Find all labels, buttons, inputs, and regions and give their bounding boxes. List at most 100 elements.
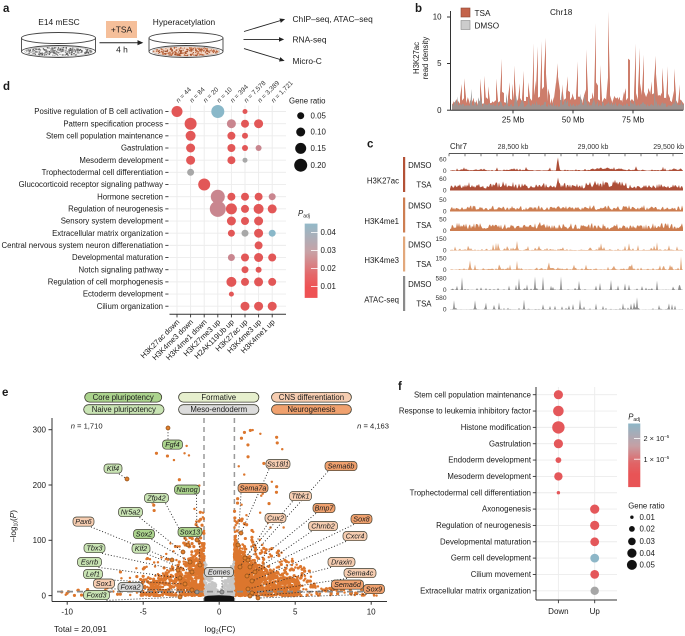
svg-text:Tbx3: Tbx3 [87,544,103,553]
svg-text:Eomes: Eomes [208,568,231,577]
svg-text:Germ cell development: Germ cell development [451,554,532,563]
svg-text:Gastrulation: Gastrulation [121,144,163,153]
svg-text:0.03: 0.03 [321,246,337,255]
svg-text:Down: Down [548,607,568,616]
svg-text:50: 50 [439,217,447,224]
svg-text:Extracellular matrix organizat: Extracellular matrix organization [52,229,163,238]
svg-text:Pax6: Pax6 [75,517,91,526]
svg-text:Sox8: Sox8 [353,515,369,524]
svg-text:Sox2: Sox2 [136,530,152,539]
svg-text:Sox1: Sox1 [96,579,112,588]
svg-text:Total = 20,091: Total = 20,091 [54,624,107,634]
svg-text:Esrrb: Esrrb [81,558,98,567]
svg-text:4 h: 4 h [116,45,128,55]
svg-text:Core pluripotency: Core pluripotency [93,393,154,402]
svg-text:Cux2: Cux2 [267,514,284,523]
svg-text:150: 150 [435,236,446,243]
svg-text:c: c [367,139,374,151]
svg-text:Hormone secretion: Hormone secretion [97,192,163,201]
svg-text:50: 50 [439,197,447,204]
svg-text:300: 300 [33,426,47,435]
svg-text:0.02: 0.02 [640,525,655,534]
svg-text:Chr18: Chr18 [550,8,573,17]
svg-text:-10: -10 [61,608,73,617]
svg-text:log2(FC): log2(FC) [205,624,236,636]
svg-text:Glucocorticoid receptor signal: Glucocorticoid receptor signaling pathwa… [19,180,163,189]
svg-text:0.01: 0.01 [321,282,336,291]
svg-text:Central nervous system neuron: Central nervous system neuron differenat… [1,241,163,250]
svg-text:Sema4c: Sema4c [347,569,374,578]
svg-text:H3K4me1: H3K4me1 [364,217,399,226]
svg-text:Lef1: Lef1 [86,570,100,579]
svg-text:Trophectodermal cell different: Trophectodermal cell differentiation [42,168,163,177]
svg-text:Extracellular matrix organizat: Extracellular matrix organization [420,586,531,595]
svg-text:Klf4: Klf4 [107,464,119,473]
svg-text:TSA: TSA [416,260,432,269]
svg-text:Stem cell population maintenan: Stem cell population maintenance [46,131,163,140]
svg-text:Regulation of neurogenesis: Regulation of neurogenesis [436,521,531,530]
svg-text:Cxcr4: Cxcr4 [346,532,365,541]
svg-text:Foxd3: Foxd3 [87,591,107,600]
svg-text:150: 150 [435,256,446,263]
svg-text:0.04: 0.04 [640,549,656,558]
svg-text:0: 0 [443,228,447,235]
svg-text:TSA: TSA [416,300,432,309]
svg-text:read density: read density [421,37,430,80]
svg-text:Padj: Padj [298,209,310,220]
svg-text:0.02: 0.02 [321,264,336,273]
svg-text:28,500 kb: 28,500 kb [498,144,529,151]
svg-text:100: 100 [33,536,47,545]
svg-text:0.04: 0.04 [321,228,337,237]
svg-text:29,000 kb: 29,000 kb [578,144,609,151]
svg-text:DMSO: DMSO [408,280,431,289]
svg-text:ChIP–seq, ATAC–seq: ChIP–seq, ATAC–seq [293,14,374,24]
svg-text:5: 5 [437,59,442,68]
svg-text:60: 60 [439,176,447,183]
svg-text:Meso-endoderm: Meso-endoderm [190,405,247,414]
svg-text:10: 10 [433,13,442,22]
svg-text:Chr7: Chr7 [450,142,467,151]
svg-text:Klf2: Klf2 [135,544,147,553]
svg-text:200: 200 [33,481,47,490]
svg-text:CNS differentiation: CNS differentiation [279,393,344,402]
svg-text:H3K4me3: H3K4me3 [364,256,399,265]
svg-text:0: 0 [443,187,447,194]
svg-text:TSA: TSA [475,9,491,18]
svg-text:Pattern specification process: Pattern specification process [63,119,163,128]
svg-text:a: a [3,3,10,15]
svg-text:Naive pluripotency: Naive pluripotency [92,405,156,414]
svg-text:Ectoderm development: Ectoderm development [83,290,164,299]
svg-text:e: e [2,387,8,399]
svg-text:Up: Up [590,607,601,616]
svg-text:b: b [415,3,422,15]
svg-text:n = 1,710: n = 1,710 [71,421,103,430]
svg-text:d: d [3,81,10,93]
svg-text:0.05: 0.05 [640,561,656,570]
svg-text:Gene ratio: Gene ratio [628,502,665,511]
svg-text:Foxa2: Foxa2 [121,583,141,592]
svg-text:Sensory system development: Sensory system development [61,217,164,226]
svg-text:0.03: 0.03 [640,537,656,546]
svg-text:Stem cell population maintenan: Stem cell population maintenance [414,390,531,399]
svg-text:0: 0 [42,591,47,600]
svg-text:29,500 kb: 29,500 kb [653,144,684,151]
svg-text:60: 60 [439,157,447,164]
svg-text:0: 0 [443,287,447,294]
svg-text:0.20: 0.20 [311,161,327,170]
svg-text:TSA: TSA [416,221,432,230]
svg-text:ATAC-seq: ATAC-seq [364,296,399,305]
svg-text:Positive regulation of B cell: Positive regulation of B cell activation [34,107,163,116]
svg-text:25 Mb: 25 Mb [502,116,525,125]
svg-text:Sox9: Sox9 [366,585,382,594]
svg-text:0: 0 [443,208,447,215]
svg-text:Cilium organization: Cilium organization [97,302,163,311]
svg-text:-5: -5 [140,608,148,617]
svg-text:Nanog: Nanog [176,485,197,494]
svg-text:Zfp42: Zfp42 [146,494,165,503]
svg-text:Developmental maturation: Developmental maturation [440,537,531,546]
svg-text:H3K27ac: H3K27ac [412,42,421,74]
svg-text:Regulation of neurogenesis: Regulation of neurogenesis [68,204,163,213]
svg-text:DMSO: DMSO [408,202,431,211]
svg-text:Sema6b: Sema6b [328,462,355,471]
svg-text:Mesoderm development: Mesoderm development [79,156,163,165]
